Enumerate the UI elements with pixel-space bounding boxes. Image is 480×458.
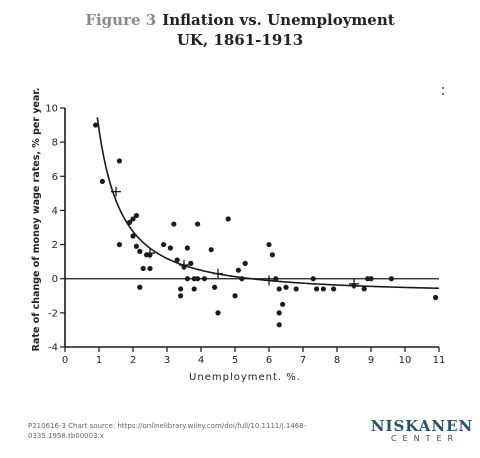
data-point xyxy=(184,245,190,251)
data-point xyxy=(167,245,173,251)
data-point xyxy=(93,122,99,128)
y-tick-label: 8 xyxy=(52,138,58,149)
x-tick-label: 2 xyxy=(130,355,136,366)
y-tick-label: -2 xyxy=(48,308,58,319)
data-point xyxy=(178,293,184,299)
y-tick-label: 0 xyxy=(52,274,58,285)
x-tick-label: 5 xyxy=(232,355,238,366)
data-point xyxy=(293,286,299,292)
data-point xyxy=(368,276,374,282)
mean-marker xyxy=(213,268,223,279)
chart-title-block: Figure 3 Inflation vs. Unemployment UK, 1… xyxy=(0,10,480,50)
mean-marker xyxy=(349,278,359,289)
data-point xyxy=(140,265,146,272)
data-point xyxy=(276,286,282,292)
data-point xyxy=(116,158,122,164)
data-point xyxy=(188,260,194,266)
mean-marker xyxy=(145,248,155,259)
data-point xyxy=(147,265,153,272)
data-point xyxy=(331,286,337,292)
data-point xyxy=(361,286,367,292)
data-point xyxy=(310,276,316,282)
data-point xyxy=(273,276,279,282)
fitted-curve xyxy=(96,117,440,290)
data-point xyxy=(242,260,248,266)
data-point xyxy=(195,221,201,227)
x-axis-label: Unemployment. %. xyxy=(189,372,301,383)
data-point xyxy=(433,294,439,301)
logo-subtext: CENTER xyxy=(390,434,460,443)
y-tick-label: -4 xyxy=(48,343,58,354)
data-point xyxy=(208,247,214,253)
niskanen-center-logo: NISKANEN CENTER xyxy=(370,418,474,444)
x-tick-label: 6 xyxy=(266,355,272,366)
chart-title: Figure 3 Inflation vs. Unemployment xyxy=(0,10,480,30)
data-point xyxy=(137,248,143,254)
data-point xyxy=(191,286,197,292)
logo-wordmark: NISKANEN xyxy=(370,417,474,435)
y-tick-label: 10 xyxy=(45,104,58,115)
mean-marker xyxy=(264,275,274,286)
data-point xyxy=(276,322,282,328)
data-point xyxy=(161,241,167,248)
data-point xyxy=(235,267,241,273)
x-tick-label: 9 xyxy=(368,355,374,366)
y-tick-label: 4 xyxy=(52,206,58,217)
y-axis-label: Rate of change of money wage rates, % pe… xyxy=(31,88,42,352)
data-point xyxy=(184,276,190,282)
x-tick-label: 7 xyxy=(300,355,306,366)
x-tick-label: 10 xyxy=(399,355,412,366)
data-point xyxy=(99,178,105,185)
data-point xyxy=(133,212,139,219)
x-tick-label: 8 xyxy=(334,355,340,366)
data-point xyxy=(225,216,231,222)
data-point xyxy=(239,276,245,282)
data-point xyxy=(195,276,201,282)
data-point xyxy=(130,233,136,239)
x-tick-label: 4 xyxy=(198,355,204,366)
data-point xyxy=(201,276,207,282)
x-tick-label: 3 xyxy=(164,355,170,366)
data-point xyxy=(266,241,272,248)
data-point xyxy=(137,284,143,290)
data-point xyxy=(283,284,289,290)
data-point xyxy=(314,286,320,292)
data-point xyxy=(116,241,122,248)
chart-subtitle: UK, 1861-1913 xyxy=(176,31,304,49)
title-text: Inflation vs. Unemployment xyxy=(162,11,395,29)
artifact-dot xyxy=(442,87,444,89)
data-point xyxy=(130,216,136,222)
artifact-dot xyxy=(442,93,444,95)
y-tick-label: 6 xyxy=(52,172,58,183)
data-point xyxy=(127,219,133,225)
data-point xyxy=(212,284,218,290)
data-point xyxy=(133,243,139,249)
data-point xyxy=(320,286,326,292)
data-point xyxy=(215,310,221,316)
mean-marker xyxy=(111,186,121,197)
data-point xyxy=(171,221,177,227)
mean-marker xyxy=(179,260,189,271)
data-point xyxy=(388,276,394,282)
data-point xyxy=(174,257,180,263)
data-point xyxy=(276,310,282,316)
data-point xyxy=(232,293,238,299)
x-tick-label: 11 xyxy=(433,355,446,366)
chart-source-note: P210616-3 Chart source: https://onlineli… xyxy=(28,422,307,440)
x-tick-label: 1 xyxy=(96,355,102,366)
data-point xyxy=(178,286,184,292)
data-point xyxy=(269,252,275,258)
x-tick-label: 0 xyxy=(62,355,68,366)
y-tick-label: 2 xyxy=(52,240,58,251)
figure-label: Figure 3 xyxy=(85,11,157,29)
data-point xyxy=(280,301,286,307)
